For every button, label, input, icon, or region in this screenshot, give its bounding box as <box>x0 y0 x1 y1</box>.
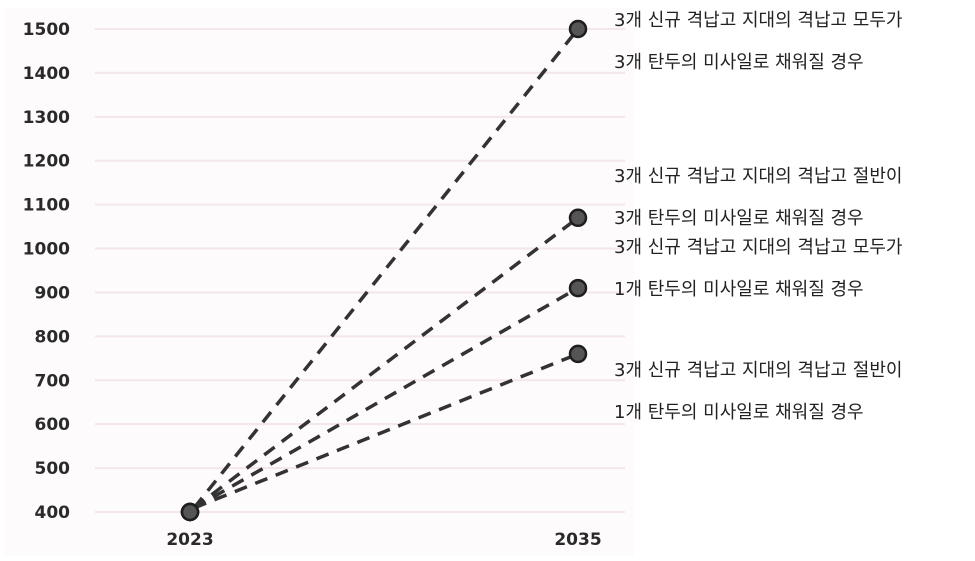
data-point <box>568 19 588 39</box>
series-line <box>193 286 579 510</box>
series-line <box>192 216 580 510</box>
series-label-line: 3개 신규 격납고 지대의 격납고 모두가 <box>614 237 903 258</box>
series-line <box>192 27 580 510</box>
series-label: 3개 신규 격납고 지대의 격납고 절반이 1개 탄두의 미사일로 채워질 경우 <box>614 350 902 434</box>
series-label-line: 1개 탄두의 미사일로 채워질 경우 <box>614 402 864 423</box>
y-tick-label: 1500 <box>23 20 70 40</box>
series-label: 3개 신규 격납고 지대의 격납고 모두가 3개 탄두의 미사일로 채워질 경우 <box>614 0 902 84</box>
x-tick-label: 2035 <box>554 530 601 550</box>
data-point <box>568 344 588 364</box>
series-label-line: 1개 탄두의 미사일로 채워질 경우 <box>614 279 864 300</box>
y-tick-label: 400 <box>35 503 71 523</box>
y-tick-label: 1300 <box>23 108 70 128</box>
series-label-line: 3개 신규 격납고 지대의 격납고 절반이 <box>614 166 903 187</box>
x-tick-label: 2023 <box>166 530 213 550</box>
data-point <box>180 502 200 522</box>
y-tick-label: 1400 <box>23 64 70 84</box>
series-label-line: 3개 탄두의 미사일로 채워질 경우 <box>614 208 864 229</box>
series-label-line: 3개 탄두의 미사일로 채워질 경우 <box>614 52 864 73</box>
plot-background <box>4 8 634 556</box>
y-tick-label: 1000 <box>23 240 70 260</box>
y-tick-label: 1100 <box>23 196 70 216</box>
y-tick-label: 1200 <box>23 152 70 172</box>
y-tick-label: 600 <box>35 415 71 435</box>
y-tick-label: 700 <box>35 371 71 391</box>
series-label-line: 3개 신규 격납고 지대의 격납고 모두가 <box>614 10 903 31</box>
series-label: 3개 신규 격납고 지대의 격납고 모두가 1개 탄두의 미사일로 채워질 경우 <box>614 227 902 311</box>
y-tick-label: 900 <box>35 283 71 303</box>
series-label-line: 3개 신규 격납고 지대의 격납고 절반이 <box>614 360 903 381</box>
y-tick-label: 500 <box>35 459 71 479</box>
series-label: 3개 신규 격납고 지대의 격납고 절반이 3개 탄두의 미사일로 채워질 경우 <box>614 156 902 240</box>
data-point <box>568 278 588 298</box>
series-line <box>193 352 579 510</box>
data-point <box>568 208 588 228</box>
y-tick-label: 800 <box>35 327 71 347</box>
